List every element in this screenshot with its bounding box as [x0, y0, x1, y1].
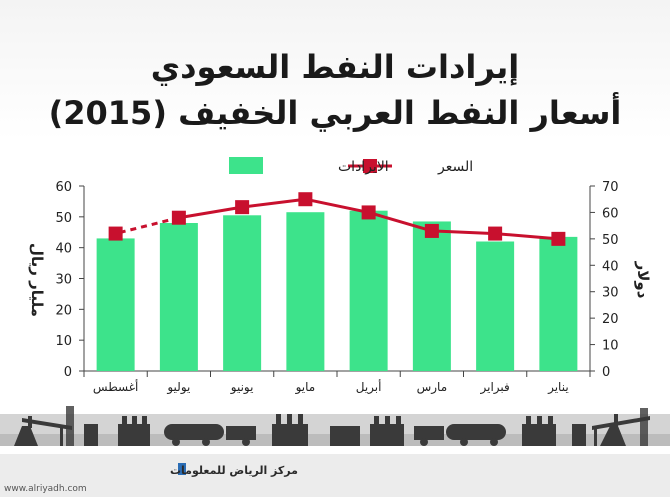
- price-point: [108, 226, 123, 241]
- price-line-segment: [178, 205, 243, 220]
- price-point: [424, 223, 439, 238]
- price-line-segment: [368, 210, 433, 233]
- x-tick-label: فبراير: [479, 380, 509, 395]
- x-tick-label: أبريل: [356, 379, 382, 395]
- y-left-tick-label: 20: [55, 303, 72, 318]
- legend-label-revenue: الايرادات: [338, 159, 389, 175]
- price-point: [298, 192, 313, 207]
- x-tick-label: مايو: [295, 380, 316, 395]
- x-tick-label: يونيو: [230, 380, 254, 395]
- revenue-bar: [349, 210, 388, 371]
- revenue-bar: [286, 212, 325, 371]
- legend-bar-swatch: [229, 157, 263, 174]
- chart-subtitle: أسعار النفط العربي الخفيف (2015): [49, 92, 622, 132]
- legend-item-revenue: الايرادات: [229, 157, 389, 175]
- x-tick-label: مارس: [417, 380, 448, 395]
- y-left-tick-label: 0: [64, 365, 72, 380]
- factory-left-icon: [118, 416, 150, 446]
- y-axis-right-label: دولار: [634, 261, 652, 299]
- footer-url: www.alriyadh.com: [4, 484, 87, 494]
- y-right-tick-label: 30: [602, 286, 619, 301]
- y-left-tick-label: 50: [55, 211, 72, 226]
- x-tick-label: أغسطس: [93, 379, 138, 395]
- y-left-tick-label: 30: [55, 273, 72, 288]
- price-line-segment: [495, 232, 559, 241]
- y-right-tick-label: 10: [602, 339, 619, 354]
- tanker-truck-icon: [414, 424, 506, 446]
- legend-marker-swatch: [363, 159, 377, 173]
- footer-brand: مركز الرياض للمعلومات: [170, 464, 298, 477]
- revenue-bar: [223, 215, 262, 371]
- price-point: [171, 210, 186, 225]
- tanker-truck-icon: [164, 424, 256, 446]
- y-left-tick-label: 10: [55, 334, 72, 349]
- chart-title: إيرادات النفط السعودي: [151, 48, 519, 87]
- x-tick-label: يناير: [547, 380, 569, 395]
- y-right-tick-label: 60: [602, 206, 619, 221]
- y-axis-left-label: مليار ريال: [28, 243, 46, 317]
- price-point: [235, 200, 250, 215]
- y-left-tick-label: 40: [55, 242, 72, 257]
- axes: [79, 185, 595, 377]
- legend-item-price: السعر: [348, 159, 473, 175]
- footer: مركز الرياض للمعلومات www.alriyadh.com: [0, 454, 670, 497]
- footer-background: [0, 454, 670, 497]
- revenue-bar: [539, 236, 578, 371]
- legend-label-price: السعر: [437, 159, 473, 175]
- price-line-segment: [431, 229, 496, 236]
- bar-series: [96, 210, 578, 371]
- y-right-tick-label: 50: [602, 233, 619, 248]
- price-point: [551, 231, 566, 246]
- y-right-tick-label: 20: [602, 312, 619, 327]
- industry-strip: [0, 406, 670, 446]
- brand-logo-icon: [178, 463, 186, 475]
- price-point: [361, 205, 376, 220]
- y-left-tick-label: 60: [55, 180, 72, 195]
- y-right-tick-label: 40: [602, 259, 619, 274]
- tick-labels: 0 10 20 30 40 50 60 0 10 20 30 40 50 60 70 يناير فبراير م…: [55, 180, 618, 395]
- legend: السعر الايرادات: [229, 157, 473, 175]
- price-point: [488, 226, 503, 241]
- revenue-bar: [412, 221, 451, 371]
- x-tick-label: يوليو: [166, 380, 190, 395]
- revenue-bar: [476, 241, 515, 371]
- y-right-tick-label: 70: [602, 180, 619, 195]
- pumpjack-right-icon: [572, 408, 650, 446]
- factory-right-icon: [522, 416, 556, 446]
- price-line-segment: [305, 197, 369, 214]
- line-series: [108, 192, 566, 246]
- price-line-segment: [241, 197, 306, 209]
- y-right-tick-label: 0: [602, 365, 610, 380]
- revenue-bar: [96, 238, 135, 371]
- pumpjack-left-icon: [14, 406, 98, 446]
- factory-middle-icon: [272, 414, 404, 446]
- revenue-bar: [159, 223, 198, 371]
